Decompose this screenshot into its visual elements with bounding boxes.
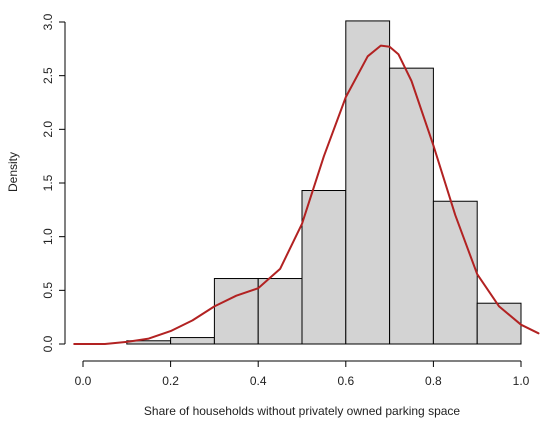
histogram-bar (389, 67, 434, 345)
y-tick-label: 0.5 (41, 282, 55, 299)
y-axis: 0.0 0.5 1.0 1.5 2.0 2.5 3.0 (41, 13, 66, 352)
histogram-bar (213, 278, 259, 345)
y-tick-label: 1.0 (41, 228, 55, 245)
histogram-bar (257, 278, 303, 345)
histogram-bar (170, 337, 215, 345)
x-tick-label: 0.4 (250, 374, 267, 388)
y-tick-label: 3.0 (41, 13, 55, 30)
y-tick-label: 2.5 (41, 67, 55, 84)
y-tick-label: 1.5 (41, 174, 55, 191)
y-tick-label: 0.0 (41, 335, 55, 352)
x-tick-label: 0.2 (162, 374, 179, 388)
x-tick-label: 0.0 (75, 374, 92, 388)
x-tick-label: 0.6 (337, 374, 354, 388)
histogram-bar (476, 302, 522, 345)
x-axis-title: Share of households without privately ow… (144, 404, 461, 418)
histogram-bar (345, 20, 391, 345)
x-tick-label: 1.0 (513, 374, 530, 388)
x-axis: 0.0 0.2 0.4 0.6 0.8 1.0 (75, 360, 530, 388)
plot-area (73, 20, 540, 345)
y-tick-label: 2.0 (41, 121, 55, 138)
y-axis-title: Density (6, 152, 20, 192)
histogram-bar (301, 190, 347, 345)
x-tick-label: 0.8 (425, 374, 442, 388)
density-curve (73, 44, 540, 345)
histogram-bar (432, 200, 478, 345)
